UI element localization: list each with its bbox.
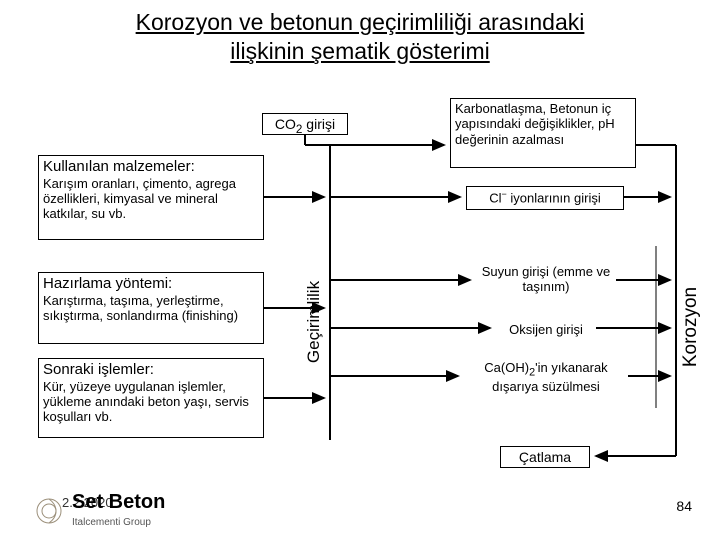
co2-post: girişi: [302, 116, 335, 132]
node-co2: CO2 girişi: [262, 113, 348, 135]
node-carbonation: Karbonatlaşma, Betonun iç yapısındaki de…: [450, 98, 636, 168]
node-o2: Oksijen girişi: [496, 322, 596, 337]
node-caoh: Ca(OH)2'in yıkanarak dışarıya süzülmesi: [464, 360, 628, 395]
caoh-pre: Ca(OH): [484, 360, 529, 375]
logo-icon: [34, 496, 64, 526]
post-heading: Sonraki işlemler:: [43, 361, 259, 379]
page-title: Korozyon ve betonun geçirimliliği arasın…: [0, 8, 720, 66]
node-cl: Cl− iyonlarının girişi: [466, 186, 624, 210]
footer-sub: Italcementi Group: [72, 517, 151, 528]
prep-body: Karıştırma, taşıma, yerleştirme, sıkıştı…: [43, 293, 259, 324]
prep-heading: Hazırlama yöntemi:: [43, 275, 259, 293]
materials-body: Karışım oranları, çimento, agrega özelli…: [43, 176, 259, 222]
permeability-label: Geçirimlilik: [304, 272, 324, 372]
slide: Korozyon ve betonun geçirimliliği arasın…: [0, 0, 720, 540]
node-materials: Kullanılan malzemeler: Karışım oranları,…: [38, 155, 264, 240]
cl-pre: Cl: [489, 190, 501, 205]
node-water: Suyun girişi (emme ve taşınım): [476, 264, 616, 295]
page-number: 84: [676, 498, 692, 514]
title-line1: Korozyon ve betonun geçirimliliği arasın…: [136, 9, 585, 35]
node-prep: Hazırlama yöntemi: Karıştırma, taşıma, y…: [38, 272, 264, 344]
title-line2: ilişkinin şematik gösterimi: [230, 38, 489, 64]
footer-brand: Set Beton: [72, 491, 165, 514]
corrosion-label: Korozyon: [680, 272, 702, 382]
co2-pre: CO: [275, 116, 296, 132]
node-crack: Çatlama: [500, 446, 590, 468]
cl-post: iyonlarının girişi: [507, 190, 601, 205]
node-post: Sonraki işlemler: Kür, yüzeye uygulanan …: [38, 358, 264, 438]
materials-heading: Kullanılan malzemeler:: [43, 158, 259, 176]
post-body: Kür, yüzeye uygulanan işlemler, yükleme …: [43, 379, 259, 425]
